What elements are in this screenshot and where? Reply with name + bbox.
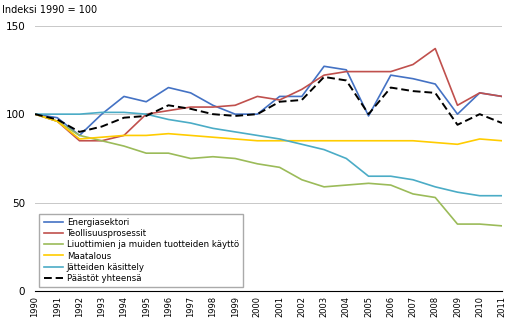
Legend: Energiasektori, Teollisuusprosessit, Liuottimien ja muiden tuotteiden käyttö, Ma: Energiasektori, Teollisuusprosessit, Liu… bbox=[39, 214, 243, 287]
Text: Indeksi 1990 = 100: Indeksi 1990 = 100 bbox=[3, 5, 97, 15]
